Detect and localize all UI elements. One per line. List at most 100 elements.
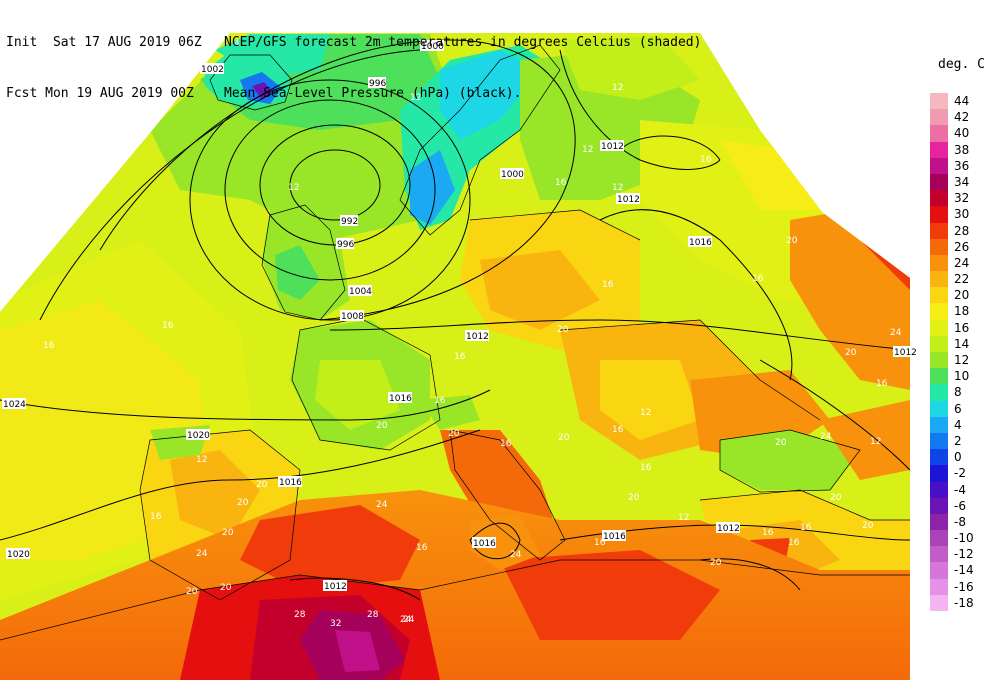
legend-label: 36 — [954, 158, 970, 173]
svg-text:1012: 1012 — [617, 195, 640, 205]
temp-label: 12 — [582, 145, 593, 155]
temp-label: 16 — [434, 396, 446, 406]
legend-title: deg. C — [938, 57, 985, 72]
legend-swatch — [930, 335, 948, 352]
temp-label: 16 — [762, 528, 774, 538]
svg-text:996: 996 — [337, 240, 354, 250]
svg-text:992: 992 — [341, 217, 358, 227]
pressure-label: 1012 — [716, 522, 740, 534]
legend-swatch — [930, 546, 948, 563]
temp-label: 20 — [558, 433, 570, 443]
svg-text:1016: 1016 — [473, 539, 496, 549]
temp-label: 16 — [640, 463, 652, 473]
legend-swatch — [930, 497, 948, 514]
temp-label: 20 — [775, 438, 787, 448]
pressure-label: 1020 — [186, 429, 210, 441]
pressure-label: 1002 — [200, 63, 224, 75]
temp-label: 20 — [830, 493, 842, 503]
pressure-label: 1012 — [465, 330, 489, 342]
legend-swatch — [930, 562, 948, 579]
pressure-label: 996 — [368, 77, 386, 89]
legend-label: -16 — [954, 579, 974, 594]
pressure-label: 1016 — [602, 530, 626, 542]
temp-label: 12 — [410, 93, 421, 103]
temp-label: 20 — [256, 480, 268, 490]
svg-text:1016: 1016 — [279, 478, 302, 488]
temp-label: 24 — [400, 615, 412, 625]
legend-swatch — [930, 578, 948, 595]
legend-swatch — [930, 222, 948, 239]
svg-text:1012: 1012 — [894, 348, 917, 358]
legend-swatch — [930, 368, 948, 385]
temp-label: 24 — [403, 615, 415, 625]
legend-label: 16 — [954, 320, 970, 335]
pressure-label: 1016 — [388, 392, 412, 404]
pressure-label: 1012 — [600, 140, 624, 152]
temp-label: 12 — [288, 183, 299, 193]
temp-label: 20 — [557, 325, 569, 335]
temp-label: 16 — [43, 341, 55, 351]
legend-swatch — [930, 303, 948, 320]
temp-label: 20 — [628, 493, 640, 503]
pressure-label: 992 — [340, 215, 358, 227]
pressure-labels: 1000 1002 996 1012 1000 1012 992 996 101… — [2, 40, 917, 592]
temp-label: 16 — [150, 512, 162, 522]
legend-label: 30 — [954, 207, 970, 222]
legend-swatch — [930, 416, 948, 433]
forecast-time: Fcst Mon 19 AUG 2019 00Z — [6, 86, 194, 101]
temp-label: 28 — [367, 610, 379, 620]
legend-label: 40 — [954, 126, 970, 141]
legend-label: 22 — [954, 272, 970, 287]
temp-label: 16 — [594, 538, 606, 548]
legend-swatch — [930, 319, 948, 336]
svg-text:1002: 1002 — [201, 65, 224, 75]
legend-label: 14 — [954, 336, 970, 351]
svg-text:1012: 1012 — [717, 524, 740, 534]
svg-text:1016: 1016 — [389, 394, 412, 404]
legend-label: 8 — [954, 385, 962, 400]
legend-label: 10 — [954, 369, 970, 384]
legend-label: -18 — [954, 595, 974, 610]
pressure-label: 1016 — [278, 476, 302, 488]
legend-label: 12 — [954, 353, 970, 367]
pressure-label: 1016 — [688, 236, 712, 248]
svg-text:1000: 1000 — [421, 42, 444, 52]
legend-swatch — [930, 157, 948, 174]
temp-label: 20 — [862, 521, 874, 531]
temp-label: 16 — [612, 425, 624, 435]
legend-label: 28 — [954, 223, 970, 238]
svg-text:1012: 1012 — [466, 332, 489, 342]
pressure-label: 996 — [336, 238, 354, 250]
pressure-label: 1012 — [323, 580, 347, 592]
legend-label: 2 — [954, 433, 962, 448]
legend-label: 0 — [954, 450, 962, 465]
legend-label: -4 — [954, 482, 966, 497]
pressure-label: 1016 — [472, 537, 496, 549]
pressure-label: 1004 — [348, 285, 372, 297]
temp-label: 16 — [602, 280, 614, 290]
temp-label: 24 — [510, 550, 522, 560]
temp-label: 24 — [196, 549, 208, 559]
legend-swatch — [930, 594, 948, 611]
temp-label: 12 — [196, 455, 207, 465]
temp-label: 16 — [555, 178, 567, 188]
legend-label: -12 — [954, 547, 974, 562]
svg-text:1012: 1012 — [324, 582, 347, 592]
legend-swatch — [930, 481, 948, 498]
pressure-label: 1000 — [500, 168, 524, 180]
temp-label: 20 — [845, 348, 857, 358]
legend-label: -6 — [954, 498, 966, 513]
legend-swatch — [930, 173, 948, 191]
map-header: Init Sat 17 AUG 2019 06Z Fcst Mon 19 AUG… — [6, 0, 701, 136]
legend-label: 32 — [954, 191, 970, 206]
temp-label: 16 — [700, 155, 712, 165]
legend-swatch — [930, 449, 948, 466]
pressure-label: 1024 — [2, 398, 26, 410]
temp-label: 12 — [612, 183, 623, 193]
legend-label: 18 — [954, 304, 970, 319]
temp-label: 16 — [788, 538, 800, 548]
legend-swatch — [930, 352, 948, 369]
legend-label: 42 — [954, 110, 970, 125]
legend-label: 44 — [954, 94, 970, 108]
